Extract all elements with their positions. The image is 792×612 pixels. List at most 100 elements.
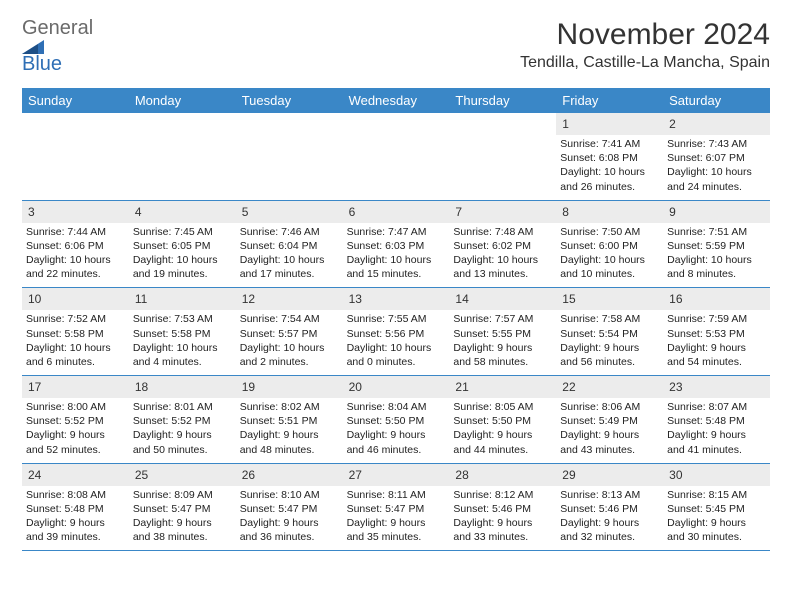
day-number-row: 26 [236, 464, 343, 486]
day-info-line: Daylight: 9 hours and 44 minutes. [453, 428, 552, 456]
day-info-line: Sunrise: 7:52 AM [26, 312, 125, 326]
day-info-line: Daylight: 10 hours and 6 minutes. [26, 341, 125, 369]
day-info: Sunrise: 8:15 AMSunset: 5:45 PMDaylight:… [667, 488, 766, 545]
week-row: 24Sunrise: 8:08 AMSunset: 5:48 PMDayligh… [22, 464, 770, 552]
day-info: Sunrise: 8:01 AMSunset: 5:52 PMDaylight:… [133, 400, 232, 457]
day-info-line: Sunset: 5:52 PM [133, 414, 232, 428]
day-info-line: Sunset: 5:45 PM [667, 502, 766, 516]
logo-text: General Blue [22, 18, 93, 74]
day-number: 19 [242, 380, 255, 394]
day-info: Sunrise: 8:07 AMSunset: 5:48 PMDaylight:… [667, 400, 766, 457]
day-number: 17 [28, 380, 41, 394]
day-number: 8 [562, 205, 569, 219]
day-info-line: Daylight: 10 hours and 26 minutes. [560, 165, 659, 193]
day-info-line: Sunrise: 7:43 AM [667, 137, 766, 151]
day-number: 29 [562, 468, 575, 482]
day-info: Sunrise: 7:50 AMSunset: 6:00 PMDaylight:… [560, 225, 659, 282]
day-info-line: Sunrise: 8:01 AM [133, 400, 232, 414]
day-number: 20 [349, 380, 362, 394]
day-number: 26 [242, 468, 255, 482]
weekday-header-row: Sunday Monday Tuesday Wednesday Thursday… [22, 88, 770, 113]
header: General Blue November 2024 Tendilla, Cas… [22, 18, 770, 74]
day-info-line: Sunset: 5:49 PM [560, 414, 659, 428]
day-info-line: Daylight: 9 hours and 41 minutes. [667, 428, 766, 456]
day-number: 12 [242, 292, 255, 306]
day-number-row: 11 [129, 288, 236, 310]
logo-triangle-icon [22, 38, 93, 54]
day-cell: 25Sunrise: 8:09 AMSunset: 5:47 PMDayligh… [129, 464, 236, 551]
day-info-line: Sunrise: 8:06 AM [560, 400, 659, 414]
day-cell: 7Sunrise: 7:48 AMSunset: 6:02 PMDaylight… [449, 201, 556, 288]
day-cell: 22 Sunrise: 8:06 AMSunset: 5:49 PMDayligh… [556, 376, 663, 463]
day-info-line: Sunrise: 7:47 AM [347, 225, 446, 239]
title-block: November 2024 Tendilla, Castille-La Manc… [520, 18, 770, 72]
day-number: 14 [455, 292, 468, 306]
day-info-line: Sunset: 6:07 PM [667, 151, 766, 165]
day-cell: 3Sunrise: 7:44 AMSunset: 6:06 PMDaylight… [22, 201, 129, 288]
day-info-line: Daylight: 9 hours and 48 minutes. [240, 428, 339, 456]
day-info-line: Sunset: 5:48 PM [26, 502, 125, 516]
day-number-row: 22 [556, 376, 663, 398]
day-number: 28 [455, 468, 468, 482]
logo: General Blue [22, 18, 93, 74]
week-row: 1Sunrise: 7:41 AMSunset: 6:08 PMDaylight… [22, 113, 770, 201]
day-info-line: Sunrise: 7:45 AM [133, 225, 232, 239]
day-info-line: Sunrise: 7:48 AM [453, 225, 552, 239]
day-number: 10 [28, 292, 41, 306]
day-info-line: Sunset: 5:53 PM [667, 327, 766, 341]
day-info-line: Sunrise: 8:00 AM [26, 400, 125, 414]
weekday-header: Sunday [22, 88, 129, 113]
day-cell: 20 Sunrise: 8:04 AMSunset: 5:50 PMDayligh… [343, 376, 450, 463]
day-info: Sunrise: 8:04 AMSunset: 5:50 PMDaylight:… [347, 400, 446, 457]
day-cell: 16Sunrise: 7:59 AMSunset: 5:53 PMDayligh… [663, 288, 770, 375]
day-cell: 12 Sunrise: 7:54 AMSunset: 5:57 PMDayligh… [236, 288, 343, 375]
day-info-line: Sunrise: 7:41 AM [560, 137, 659, 151]
day-info-line: Sunset: 5:51 PM [240, 414, 339, 428]
day-info-line: Sunrise: 8:10 AM [240, 488, 339, 502]
day-cell: 17Sunrise: 8:00 AMSunset: 5:52 PMDayligh… [22, 376, 129, 463]
weekday-header: Thursday [449, 88, 556, 113]
day-cell: 4Sunrise: 7:45 AMSunset: 6:05 PMDaylight… [129, 201, 236, 288]
day-info-line: Daylight: 9 hours and 33 minutes. [453, 516, 552, 544]
day-info-line: Sunset: 6:08 PM [560, 151, 659, 165]
location-text: Tendilla, Castille-La Mancha, Spain [520, 54, 770, 72]
day-info-line: Daylight: 10 hours and 4 minutes. [133, 341, 232, 369]
day-number: 6 [349, 205, 356, 219]
day-info-line: Daylight: 9 hours and 58 minutes. [453, 341, 552, 369]
day-number: 13 [349, 292, 362, 306]
day-cell: 11Sunrise: 7:53 AMSunset: 5:58 PMDayligh… [129, 288, 236, 375]
day-info-line: Sunset: 5:57 PM [240, 327, 339, 341]
day-number-row: 3 [22, 201, 129, 223]
day-number-row: 17 [22, 376, 129, 398]
day-info-line: Sunrise: 8:13 AM [560, 488, 659, 502]
day-info-line: Sunrise: 8:07 AM [667, 400, 766, 414]
day-info-line: Sunset: 5:58 PM [26, 327, 125, 341]
day-number-row: 29 [556, 464, 663, 486]
day-info-line: Daylight: 9 hours and 32 minutes. [560, 516, 659, 544]
day-info-line: Sunset: 5:47 PM [240, 502, 339, 516]
day-info-line: Sunset: 5:54 PM [560, 327, 659, 341]
day-info: Sunrise: 7:55 AMSunset: 5:56 PMDaylight:… [347, 312, 446, 369]
day-info-line: Sunset: 5:56 PM [347, 327, 446, 341]
day-info-line: Daylight: 9 hours and 43 minutes. [560, 428, 659, 456]
day-info-line: Sunrise: 7:51 AM [667, 225, 766, 239]
day-number: 27 [349, 468, 362, 482]
day-cell [343, 113, 450, 200]
day-number-row: 28 [449, 464, 556, 486]
day-number-row: 4 [129, 201, 236, 223]
day-info: Sunrise: 8:13 AMSunset: 5:46 PMDaylight:… [560, 488, 659, 545]
day-cell [22, 113, 129, 200]
day-cell: 24Sunrise: 8:08 AMSunset: 5:48 PMDayligh… [22, 464, 129, 551]
day-number: 16 [669, 292, 682, 306]
day-number-row [129, 113, 236, 117]
day-info-line: Daylight: 9 hours and 36 minutes. [240, 516, 339, 544]
day-info-line: Sunrise: 7:54 AM [240, 312, 339, 326]
day-info: Sunrise: 8:10 AMSunset: 5:47 PMDaylight:… [240, 488, 339, 545]
logo-word-blue: Blue [22, 54, 93, 74]
day-number: 25 [135, 468, 148, 482]
day-info: Sunrise: 7:54 AMSunset: 5:57 PMDaylight:… [240, 312, 339, 369]
day-info-line: Daylight: 10 hours and 2 minutes. [240, 341, 339, 369]
day-cell: 6Sunrise: 7:47 AMSunset: 6:03 PMDaylight… [343, 201, 450, 288]
week-row: 10Sunrise: 7:52 AMSunset: 5:58 PMDayligh… [22, 288, 770, 376]
weekday-header: Saturday [663, 88, 770, 113]
